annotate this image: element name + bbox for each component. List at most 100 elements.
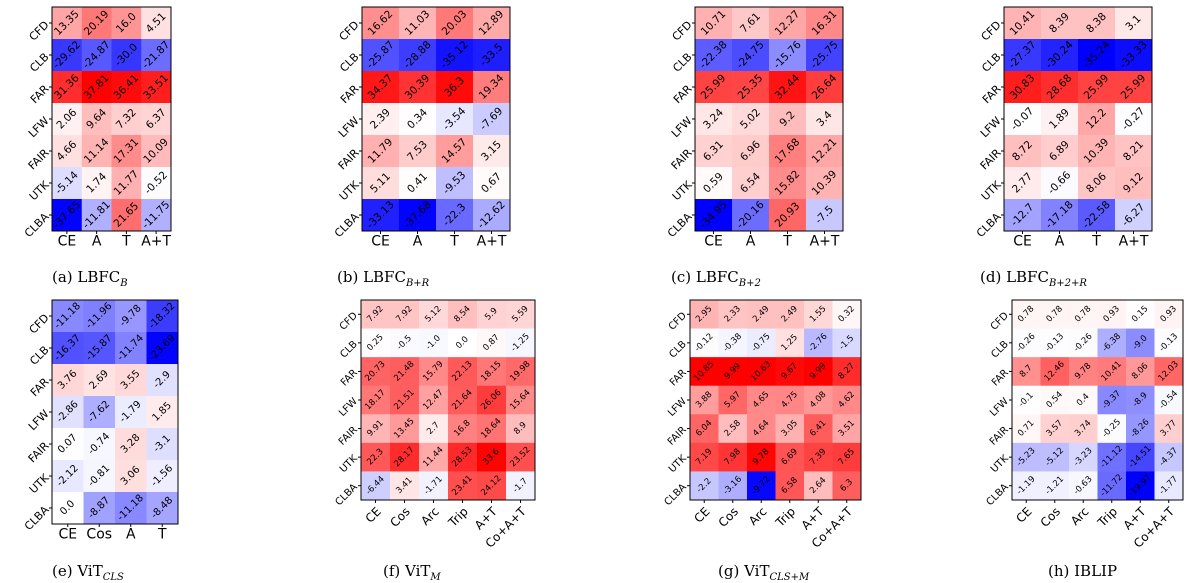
heatmap-cell bbox=[115, 428, 147, 461]
row-tick-label: FAR bbox=[990, 368, 1011, 389]
heatmap-cell bbox=[1126, 471, 1155, 501]
heatmap-cell bbox=[141, 135, 172, 168]
heatmap-cell bbox=[477, 385, 507, 415]
heatmap-cell bbox=[115, 492, 147, 525]
heatmap-cell bbox=[146, 332, 179, 365]
heatmap-cell bbox=[52, 460, 84, 493]
heatmap-cell bbox=[361, 357, 391, 387]
column-tick-label: A bbox=[413, 234, 423, 250]
row-tick-label: FAIR bbox=[978, 146, 1004, 172]
column-tick-label: Arc bbox=[746, 504, 770, 528]
row-tick-label: LFW bbox=[26, 407, 52, 433]
heatmap-cell bbox=[81, 199, 112, 232]
row-tick-label: FAR bbox=[338, 82, 362, 106]
heatmap-cell bbox=[1115, 39, 1153, 72]
heatmap-cell bbox=[1041, 39, 1079, 72]
heatmap-cell bbox=[1115, 7, 1153, 40]
heatmap-cell bbox=[83, 428, 116, 461]
heatmap-cell bbox=[1078, 39, 1116, 72]
caption-main: (g) ViT bbox=[718, 562, 769, 580]
heatmap-cell bbox=[1078, 103, 1116, 136]
heatmap-cell bbox=[115, 300, 147, 333]
heatmap-cell bbox=[83, 332, 116, 365]
caption-main: (b) LBFC bbox=[337, 268, 406, 286]
heatmap-cell bbox=[473, 103, 511, 136]
heatmap-cell bbox=[1004, 167, 1042, 200]
heatmap-cell bbox=[1078, 71, 1116, 104]
column-tick-label: A+T bbox=[141, 234, 171, 250]
heatmap-cell bbox=[747, 442, 776, 472]
heatmap-cell bbox=[1012, 442, 1041, 472]
heatmap-cell bbox=[747, 300, 776, 329]
heatmap-cell bbox=[436, 7, 474, 40]
heatmap-cell bbox=[436, 71, 474, 104]
heatmap-cell bbox=[399, 103, 437, 136]
heatmap-cell bbox=[1012, 385, 1041, 415]
heatmap-cell bbox=[473, 71, 511, 104]
row-tick-label: FAIR bbox=[988, 425, 1011, 448]
row-tick-label: LFW bbox=[978, 114, 1004, 140]
heatmap-cell bbox=[1040, 385, 1070, 415]
heatmap-cell bbox=[1040, 328, 1070, 358]
heatmap-cell bbox=[506, 385, 536, 415]
column-tick-label: Trip bbox=[445, 504, 471, 530]
heatmap-cell bbox=[832, 471, 862, 501]
heatmap-cell bbox=[436, 135, 474, 168]
heatmap-cell bbox=[1069, 414, 1098, 444]
heatmap-cell bbox=[690, 471, 719, 501]
row-tick-label: LFW bbox=[337, 396, 360, 419]
heatmap-cell bbox=[1041, 71, 1079, 104]
heatmap-cell bbox=[1115, 167, 1153, 200]
heatmap-cell bbox=[419, 385, 449, 415]
caption-subscript: CLS bbox=[103, 572, 124, 583]
heatmap-cell bbox=[52, 332, 84, 365]
row-tick-label: CFD bbox=[979, 18, 1004, 43]
heatmap-cell bbox=[141, 7, 172, 40]
heatmap-cell bbox=[399, 7, 437, 40]
row-tick-label: CFD bbox=[338, 310, 360, 332]
heatmap-cell bbox=[111, 103, 142, 136]
column-tick-label: A bbox=[1055, 234, 1065, 250]
heatmap-cell bbox=[506, 414, 536, 444]
column-tick-label: Cos bbox=[1038, 504, 1063, 529]
heatmap-cell bbox=[1154, 328, 1184, 358]
heatmap-cell bbox=[804, 357, 833, 387]
heatmap-cell bbox=[695, 71, 733, 104]
heatmap-cell bbox=[718, 328, 748, 358]
heatmap-cell bbox=[448, 300, 478, 329]
heatmap-cell bbox=[695, 167, 733, 200]
heatmap-cell bbox=[769, 71, 807, 104]
heatmap-cell bbox=[1078, 7, 1116, 40]
column-tick-label: A+T bbox=[477, 234, 507, 250]
heatmap-cell bbox=[690, 385, 719, 415]
heatmap-cell bbox=[52, 103, 83, 136]
column-tick-label: A bbox=[92, 234, 102, 250]
heatmap-cell bbox=[362, 39, 400, 72]
heatmap-panel-6: 7.92 7.92 5.12 8.54 5.9 5.590.25 -0.5 -1.0 0.0 0.… bbox=[334, 299, 536, 583]
heatmap-cell bbox=[806, 39, 844, 72]
column-tick-label: Cos bbox=[86, 527, 112, 543]
heatmap-cell bbox=[747, 471, 776, 501]
heatmap-cell bbox=[477, 471, 507, 501]
heatmap-cell bbox=[1069, 442, 1098, 472]
heatmap-panel-8: 0.78 0.78 0.78 0.93 0.15 0.93-0.26 -0.13 -0.26-… bbox=[985, 299, 1184, 580]
caption-subscript: B+R bbox=[405, 278, 430, 289]
heatmap-cell bbox=[81, 39, 112, 72]
heatmap-cell bbox=[52, 199, 83, 232]
heatmap-cell bbox=[690, 414, 719, 444]
heatmap-cell bbox=[473, 135, 511, 168]
caption-subscript: B+2 bbox=[738, 278, 761, 289]
column-tick-label: Cos bbox=[716, 504, 741, 529]
row-tick-label: FAIR bbox=[669, 146, 695, 172]
column-tick-label: CE bbox=[1013, 234, 1032, 250]
row-tick-label: FAR bbox=[339, 368, 360, 389]
heatmap-cell bbox=[473, 39, 511, 72]
column-tick-label: CE bbox=[1013, 504, 1034, 525]
heatmap-cell bbox=[1069, 471, 1098, 501]
heatmap-cell bbox=[1012, 414, 1041, 444]
heatmap-cell bbox=[1078, 199, 1116, 232]
heatmap-cell bbox=[362, 199, 400, 232]
heatmap-cell bbox=[1154, 357, 1184, 387]
column-tick-label: A+T bbox=[1119, 234, 1149, 250]
